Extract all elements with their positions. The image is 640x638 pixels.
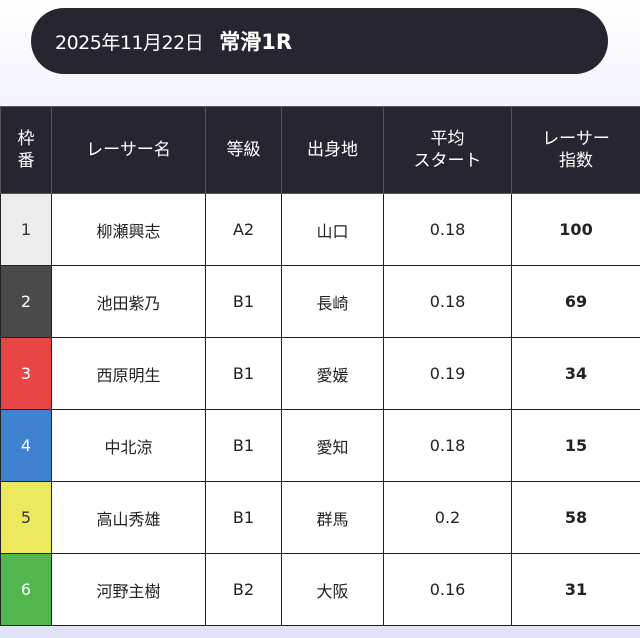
header-label: 番 bbox=[17, 151, 35, 171]
waku-cell: 6 bbox=[0, 553, 52, 626]
racer-index-cell: 15 bbox=[511, 409, 640, 482]
racer-name-cell: 柳瀬興志 bbox=[51, 193, 206, 266]
racer-table: 枠番レーサー名 等級 出身地 平均 スタート レーサー 指数 1 柳瀬興志 A2 山口 0.18 10… bbox=[0, 106, 640, 626]
header-label: 等級 bbox=[226, 140, 261, 160]
table-row: 1 柳瀬興志 A2 山口 0.18 100 bbox=[0, 193, 640, 266]
hometown-cell: 愛媛 bbox=[281, 337, 384, 410]
header-hometown: 出身地 bbox=[281, 106, 384, 194]
header-label: レーサー名 bbox=[86, 140, 171, 160]
racer-name-cell: 池田紫乃 bbox=[51, 265, 206, 338]
race-name: 常滑1R bbox=[219, 30, 293, 54]
hometown-cell: 長崎 bbox=[281, 265, 384, 338]
waku-cell: 5 bbox=[0, 481, 52, 554]
race-date: 2025年11月22日 bbox=[55, 31, 204, 54]
waku-cell: 4 bbox=[0, 409, 52, 482]
grade-cell: A2 bbox=[205, 193, 282, 266]
grade-cell: B1 bbox=[205, 265, 282, 338]
header-label: 枠 bbox=[17, 129, 35, 149]
grade-cell: B2 bbox=[205, 553, 282, 626]
hometown-cell: 山口 bbox=[281, 193, 384, 266]
avg-start-cell: 0.18 bbox=[383, 409, 512, 482]
header-avg-start: 平均 スタート bbox=[383, 106, 512, 194]
racer-index-cell: 34 bbox=[511, 337, 640, 410]
header-label: スタート bbox=[413, 151, 482, 171]
header-label: 出身地 bbox=[307, 140, 358, 160]
grade-cell: B1 bbox=[205, 481, 282, 554]
avg-start-cell: 0.16 bbox=[383, 553, 512, 626]
header-waku: 枠番 bbox=[0, 106, 52, 194]
waku-cell: 2 bbox=[0, 265, 52, 338]
waku-cell: 1 bbox=[0, 193, 52, 266]
avg-start-cell: 0.2 bbox=[383, 481, 512, 554]
racer-name-cell: 河野主樹 bbox=[51, 553, 206, 626]
racer-index-cell: 31 bbox=[511, 553, 640, 626]
waku-cell: 3 bbox=[0, 337, 52, 410]
grade-cell: B1 bbox=[205, 337, 282, 410]
racer-name-cell: 西原明生 bbox=[51, 337, 206, 410]
hometown-cell: 愛知 bbox=[281, 409, 384, 482]
header-label: 平均 bbox=[430, 129, 465, 149]
header-racer-name: レーサー名 bbox=[51, 106, 206, 194]
racer-index-cell: 100 bbox=[511, 193, 640, 266]
race-title-banner: 2025年11月22日 常滑1R bbox=[31, 8, 608, 74]
racer-name-cell: 高山秀雄 bbox=[51, 481, 206, 554]
header-label: 指数 bbox=[559, 151, 593, 171]
avg-start-cell: 0.18 bbox=[383, 193, 512, 266]
header-grade: 等級 bbox=[205, 106, 282, 194]
table-row: 4 中北涼 B1 愛知 0.18 15 bbox=[0, 409, 640, 482]
avg-start-cell: 0.18 bbox=[383, 265, 512, 338]
header-row: 枠番レーサー名 等級 出身地 平均 スタート レーサー 指数 bbox=[0, 106, 640, 194]
hometown-cell: 群馬 bbox=[281, 481, 384, 554]
table-row: 6 河野主樹 B2 大阪 0.16 31 bbox=[0, 553, 640, 626]
table-row: 5 高山秀雄 B1 群馬 0.2 58 bbox=[0, 481, 640, 554]
table-row: 2 池田紫乃 B1 長崎 0.18 69 bbox=[0, 265, 640, 338]
grade-cell: B1 bbox=[205, 409, 282, 482]
hometown-cell: 大阪 bbox=[281, 553, 384, 626]
avg-start-cell: 0.19 bbox=[383, 337, 512, 410]
table-row: 3 西原明生 B1 愛媛 0.19 34 bbox=[0, 337, 640, 410]
header-racer-index: レーサー 指数 bbox=[511, 106, 640, 194]
header-label: レーサー bbox=[542, 129, 610, 149]
racer-name-cell: 中北涼 bbox=[51, 409, 206, 482]
racer-index-cell: 58 bbox=[511, 481, 640, 554]
racer-index-cell: 69 bbox=[511, 265, 640, 338]
